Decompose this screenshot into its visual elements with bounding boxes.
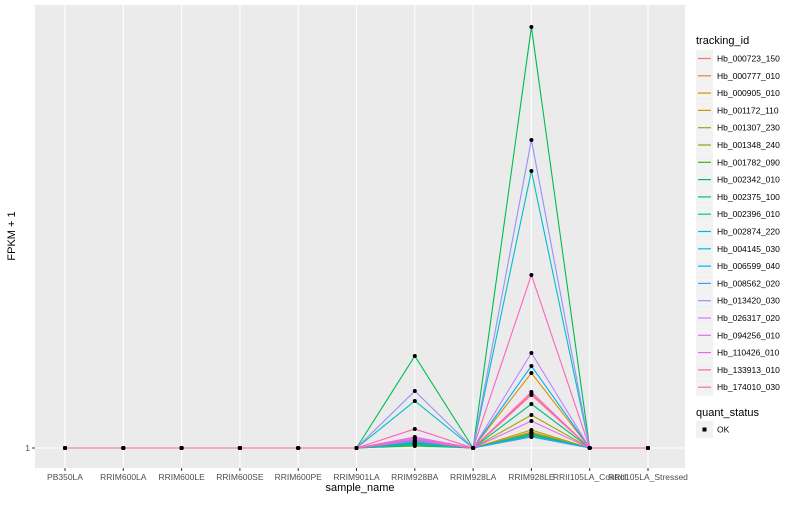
data-point — [412, 354, 417, 358]
data-point — [529, 435, 534, 439]
legend-title: tracking_id — [696, 35, 749, 47]
legend-label: Hb_001782_090 — [717, 157, 780, 167]
x-tick-label: RRIM600PE — [275, 472, 323, 482]
legend-label: Hb_006599_040 — [717, 261, 780, 271]
data-point — [529, 169, 534, 173]
legend-label: Hb_001172_110 — [717, 105, 779, 115]
y-axis-title: FPKM + 1 — [6, 211, 18, 260]
data-point — [412, 399, 417, 403]
legend-label: Hb_001348_240 — [717, 140, 780, 150]
x-tick-label: RRII105LA_Control — [553, 472, 627, 482]
legend-label: Hb_001307_230 — [717, 123, 780, 133]
data-point — [471, 446, 476, 450]
legend-label: Hb_013420_030 — [717, 296, 780, 306]
legend-label: Hb_008562_020 — [717, 278, 780, 288]
data-point — [121, 446, 126, 450]
data-point — [412, 427, 417, 431]
legend-label: Hb_004145_030 — [717, 244, 780, 254]
legend-label: Hb_000723_150 — [717, 54, 780, 64]
legend-label: Hb_000905_010 — [717, 88, 780, 98]
x-tick-label: RRIM928LE — [508, 472, 555, 482]
data-point — [529, 428, 534, 432]
data-point — [529, 371, 534, 375]
legend-label: Hb_174010_030 — [717, 382, 780, 392]
data-point — [529, 402, 534, 406]
x-tick-label: RRII105LA_Stressed — [608, 472, 688, 482]
data-point — [529, 25, 534, 29]
data-point — [237, 446, 242, 450]
x-tick-label: RRIM600SE — [216, 472, 264, 482]
legend-label: Hb_002375_100 — [717, 192, 780, 202]
data-point — [587, 446, 592, 450]
square-point-icon — [702, 427, 707, 432]
data-point — [529, 419, 534, 423]
legend-label: Hb_094256_010 — [717, 330, 780, 340]
x-tick-label: RRIM901LA — [333, 472, 380, 482]
data-point — [529, 364, 534, 368]
legend-label: Hb_133913_010 — [717, 365, 780, 375]
legend-label: Hb_002342_010 — [717, 175, 780, 185]
x-tick-label: RRIM928BA — [391, 472, 439, 482]
plot-panel — [35, 5, 685, 468]
data-point — [646, 446, 650, 450]
data-point — [529, 273, 534, 277]
x-tick-label: PB350LA — [47, 472, 83, 482]
legend: tracking_id Hb_000723_150 Hb_000777_010 Hb_… — [696, 35, 780, 438]
x-tick-label: RRIM600LE — [158, 472, 205, 482]
data-point — [529, 351, 534, 355]
data-point — [412, 435, 417, 439]
x-tick-label: RRIM928LA — [450, 472, 497, 482]
shape-legend-title: quant_status — [696, 407, 759, 419]
legend-label: Hb_002874_220 — [717, 227, 780, 237]
data-point — [529, 138, 534, 142]
y-tick-label: 1 — [25, 443, 30, 453]
data-point — [354, 446, 359, 450]
x-tick-label: RRIM600LA — [100, 472, 147, 482]
data-point — [529, 413, 534, 417]
legend-label: Hb_002396_010 — [717, 209, 780, 219]
data-point — [179, 446, 184, 450]
data-point — [529, 393, 534, 397]
legend-label: Hb_026317_020 — [717, 313, 780, 323]
x-axis-title: sample_name — [325, 482, 394, 494]
legend-label: Hb_000777_010 — [717, 71, 780, 81]
shape-legend-label: OK — [717, 425, 730, 435]
data-point — [63, 446, 67, 450]
data-point — [412, 439, 417, 443]
data-point — [412, 443, 417, 447]
legend-label: Hb_110426_010 — [717, 348, 780, 358]
data-point — [412, 389, 417, 393]
data-point — [529, 390, 534, 394]
data-point — [296, 446, 301, 450]
